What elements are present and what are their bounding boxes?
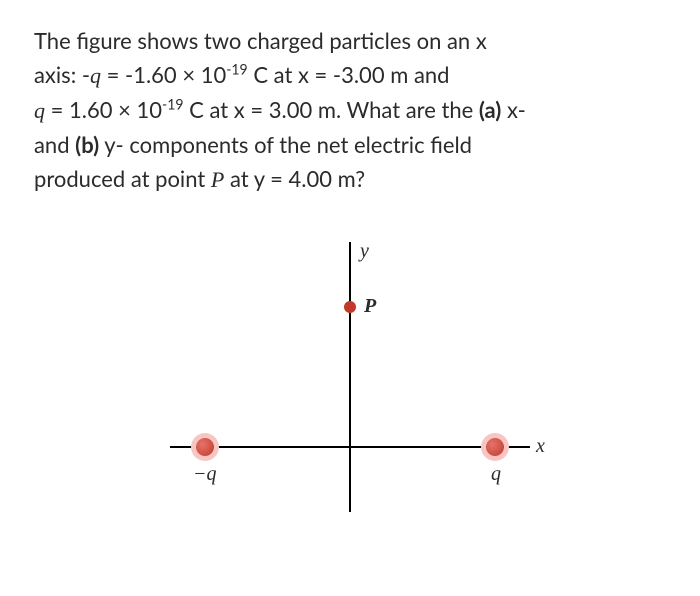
x-axis-label: x bbox=[536, 435, 545, 458]
point-p bbox=[344, 301, 356, 313]
text-line4a: and bbox=[34, 131, 75, 158]
part-b: (b) bbox=[75, 131, 99, 158]
text-line4b: y- components of the net electric field bbox=[99, 131, 472, 158]
y-axis-label: y bbox=[360, 240, 369, 263]
text-line3c: C at x = 3.00 m. What are the bbox=[184, 96, 479, 123]
var-p: P bbox=[211, 167, 224, 192]
charge-negative-q bbox=[196, 438, 214, 456]
problem-statement: The figure shows two charged particles o… bbox=[34, 24, 666, 197]
text-line5a: produced at point bbox=[34, 165, 211, 192]
point-p-label: P bbox=[364, 295, 376, 318]
exp1: -19 bbox=[226, 61, 247, 78]
charge-positive-q bbox=[486, 438, 504, 456]
var-q-neg: q bbox=[90, 63, 101, 88]
part-a: (a) bbox=[479, 96, 501, 123]
x-axis bbox=[170, 446, 530, 448]
text-line2a: axis: - bbox=[34, 61, 90, 88]
y-axis bbox=[349, 242, 351, 512]
var-q-pos: q bbox=[34, 98, 45, 123]
text-line3b: = 1.60 × 10 bbox=[45, 96, 162, 123]
diagram: y x P −q q bbox=[140, 237, 560, 517]
charge-negative-q-label: −q bbox=[193, 463, 217, 486]
text-line1: The figure shows two charged particles o… bbox=[34, 27, 487, 54]
exp2: -19 bbox=[162, 96, 183, 113]
text-line5b: at y = 4.00 m? bbox=[224, 165, 365, 192]
text-line2c: C at x = -3.00 m and bbox=[248, 61, 450, 88]
charge-positive-q-label: q bbox=[491, 463, 501, 486]
text-line3d: x- bbox=[501, 96, 525, 123]
text-line2b: = -1.60 × 10 bbox=[101, 61, 226, 88]
